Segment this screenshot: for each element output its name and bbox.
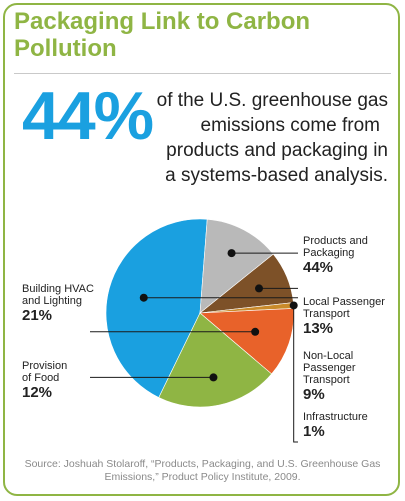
label-local-transport: Local Passenger Transport 13% <box>303 296 385 337</box>
label-building-hvac-name: Building HVAC and Lighting <box>22 283 94 307</box>
headline-line-1: of the U.S. greenhouse gas <box>156 90 388 111</box>
label-local-transport-name: Local Passenger Transport <box>303 296 385 320</box>
leader-dot-provision-food <box>251 327 260 336</box>
headline-line-4: a systems-based analysis. <box>165 165 388 186</box>
pie-slices <box>105 218 295 408</box>
label-infrastructure-name: Infrastructure <box>303 411 368 423</box>
label-products-packaging: Products and Packaging 44% <box>303 235 368 276</box>
label-building-hvac-pct: 21% <box>22 307 53 324</box>
label-products-packaging-pct: 44% <box>303 259 334 276</box>
pie-slice-products-packaging <box>105 218 208 398</box>
label-provision-food: Provision of Food 12% <box>22 360 67 401</box>
label-provision-food-name: Provision of Food <box>22 360 68 384</box>
label-nonlocal-transport: Non-Local Passenger Transport 9% <box>303 350 356 403</box>
leader-lines <box>90 249 298 443</box>
leader-dot-building-hvac <box>209 373 218 382</box>
label-nonlocal-transport-pct: 9% <box>303 386 325 403</box>
headline-line-3: products and packaging in <box>166 140 388 161</box>
label-nonlocal-transport-name: Non-Local Passenger Transport <box>303 350 356 386</box>
source-citation: Source: Joshuah Stolaroff, “Products, Pa… <box>24 458 381 483</box>
pie-slice-local-transport <box>199 218 274 314</box>
leader-dot-local-transport <box>227 249 236 258</box>
label-products-packaging-name: Products and Packaging <box>303 235 368 259</box>
leader-dot-infrastructure <box>289 301 298 310</box>
label-local-transport-pct: 13% <box>303 320 334 337</box>
leader-line-infrastructure <box>293 305 298 443</box>
pie-slice-building-hvac <box>158 312 273 408</box>
label-provision-food-pct: 12% <box>22 384 53 401</box>
headline-line-2: emissions come from <box>200 115 381 136</box>
headline-big-number: 44% <box>22 78 154 154</box>
leader-dot-nonlocal-transport <box>255 284 264 293</box>
title-divider <box>14 73 391 74</box>
infographic-title: Packaging Link to Carbon Pollution <box>14 8 311 62</box>
label-building-hvac: Building HVAC and Lighting 21% <box>22 283 94 324</box>
leader-dot-products-packaging <box>139 293 148 302</box>
label-infrastructure-pct: 1% <box>303 423 325 440</box>
label-infrastructure: Infrastructure 1% <box>303 411 368 440</box>
